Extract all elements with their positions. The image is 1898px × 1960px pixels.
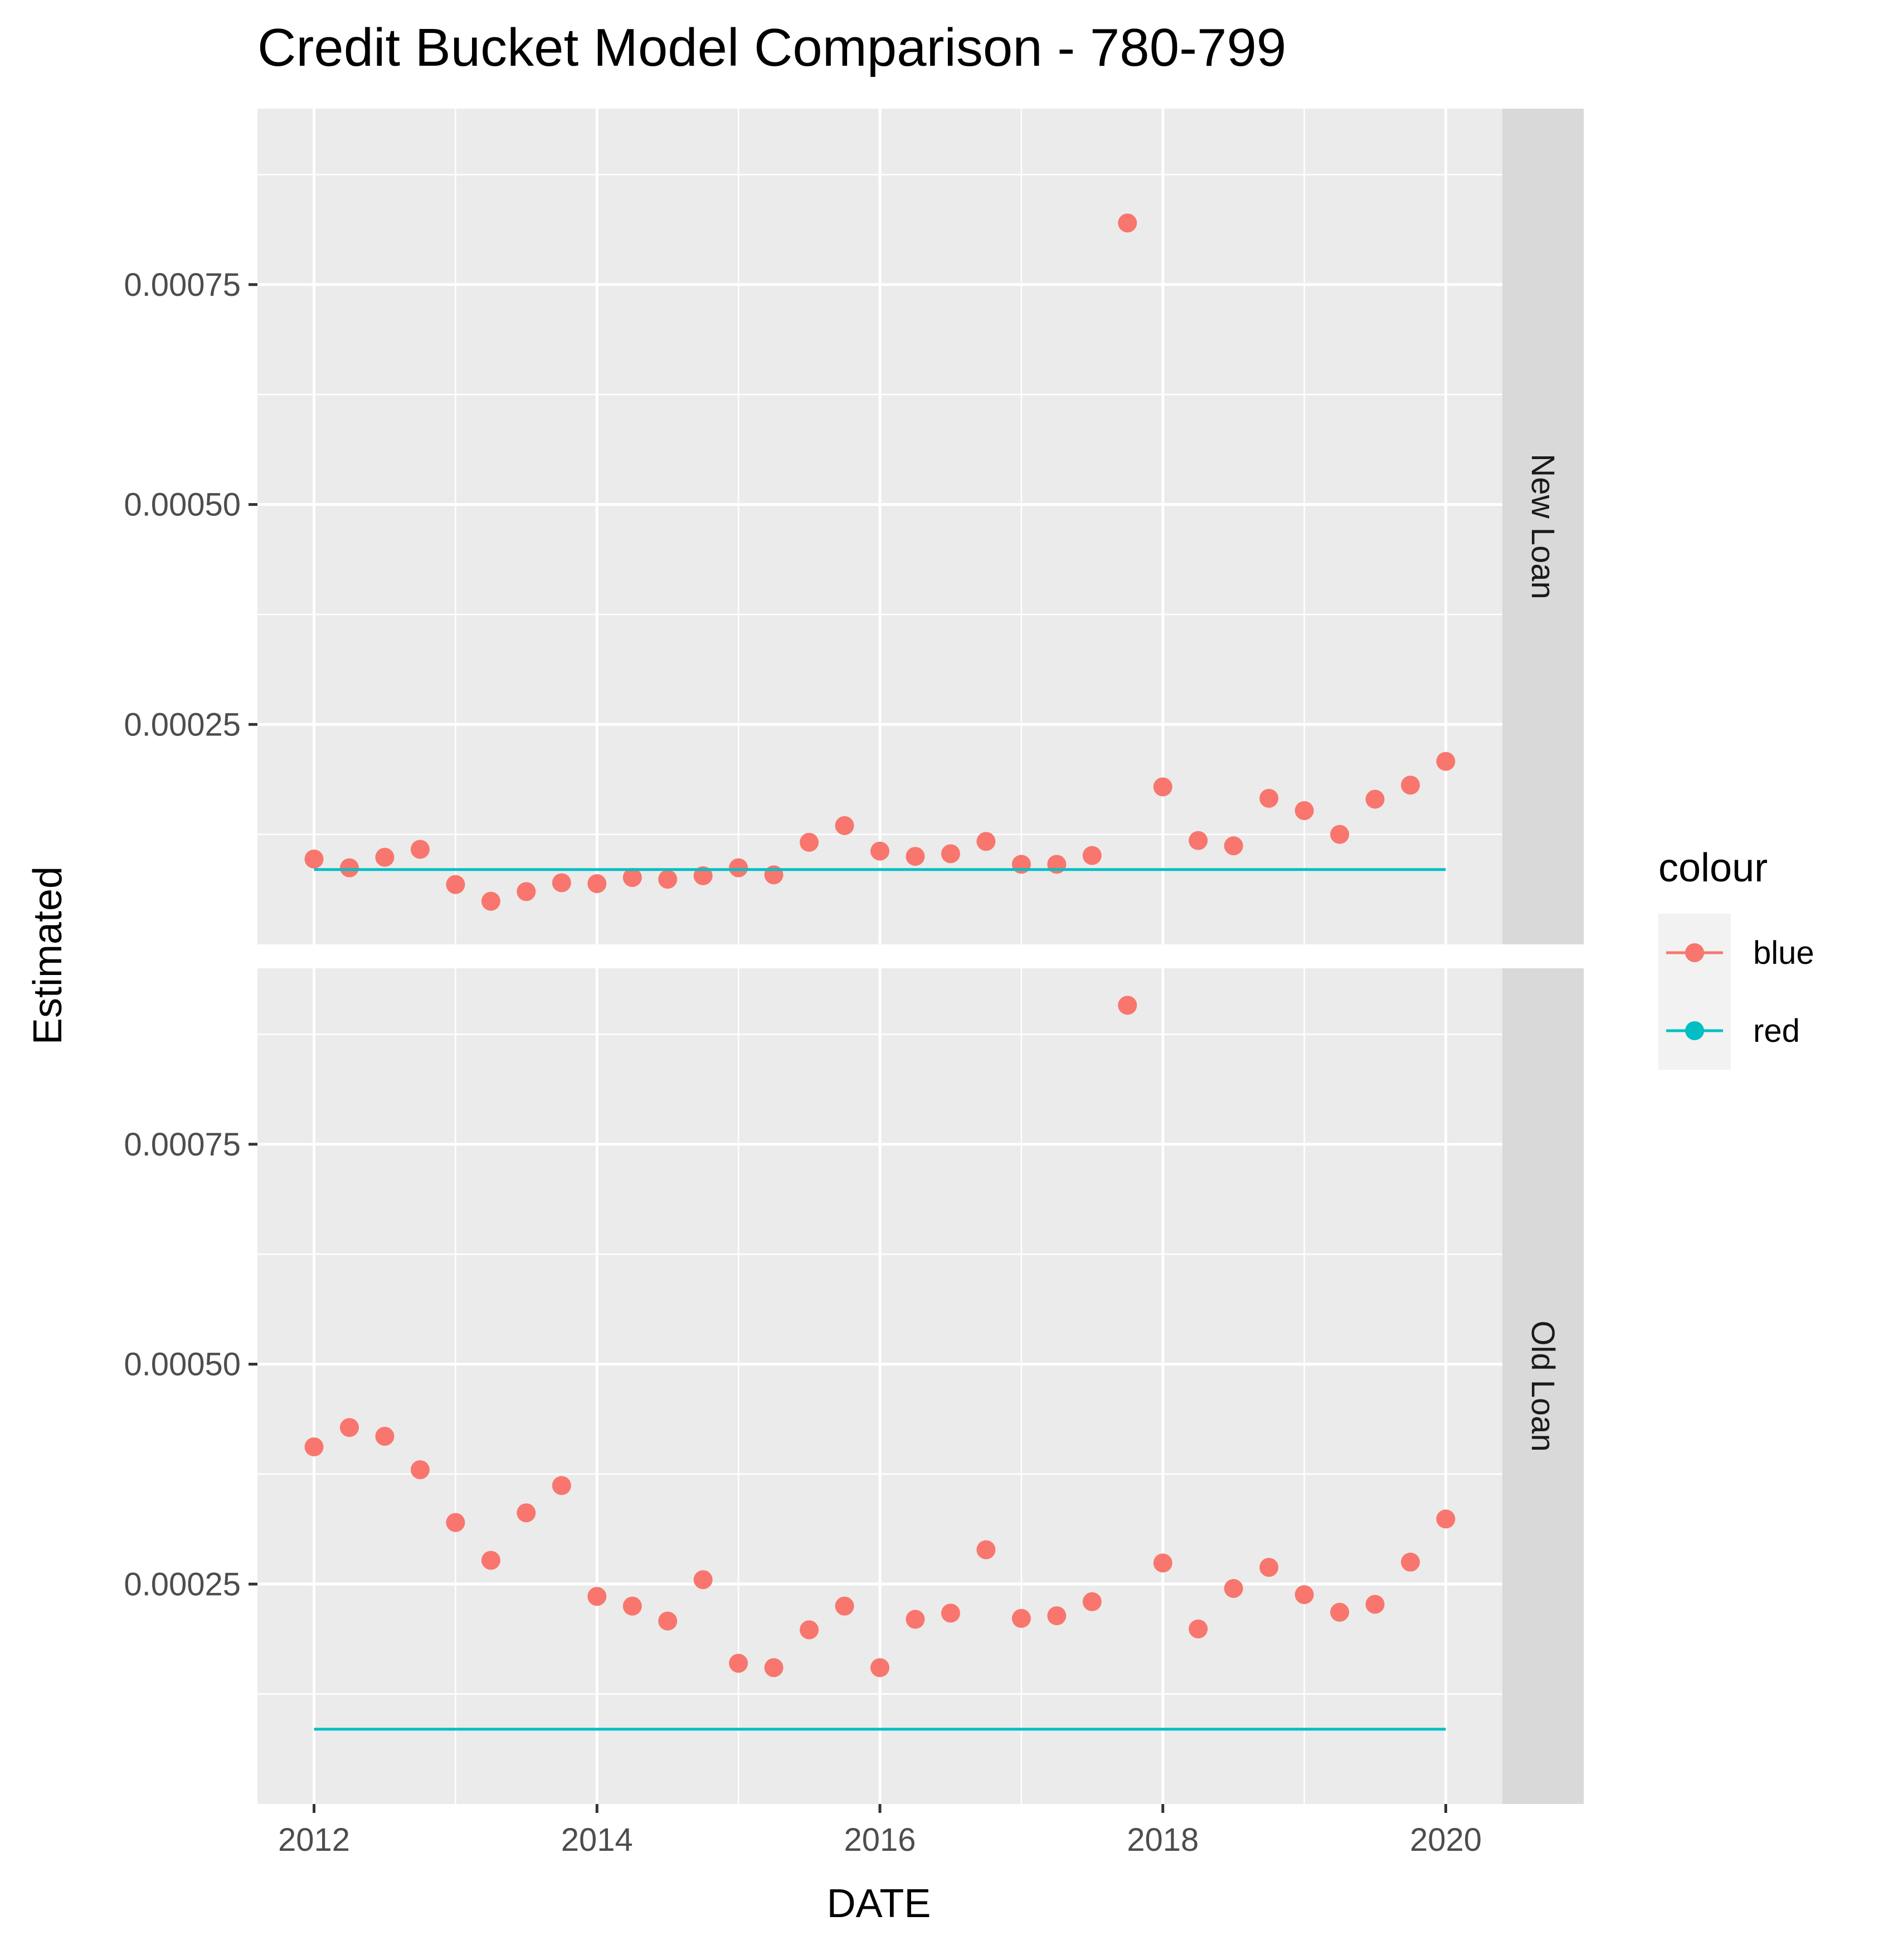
legend-label: blue <box>1753 935 1814 971</box>
data-point-blue <box>729 858 748 877</box>
y-tick-label: 0.00050 <box>124 487 241 523</box>
data-point-blue <box>1189 1619 1208 1639</box>
legend-label: red <box>1753 1013 1800 1049</box>
legend: colour blue red <box>1658 846 1814 1070</box>
data-point-blue <box>340 858 359 877</box>
data-point-blue <box>1330 1602 1350 1622</box>
x-axis-title: DATE <box>827 1881 931 1926</box>
data-point-blue <box>906 847 925 866</box>
data-point-blue <box>587 1587 607 1606</box>
data-point-blue <box>375 847 395 867</box>
facet-strip-label: New Loan <box>1525 454 1561 599</box>
data-point-blue <box>622 1596 642 1616</box>
data-point-blue <box>1082 1592 1102 1611</box>
data-point-blue <box>410 1460 430 1479</box>
data-point-blue <box>1189 831 1208 850</box>
y-tick-label: 0.00025 <box>124 1566 241 1602</box>
data-point-blue <box>1400 1552 1420 1572</box>
y-tick-label: 0.00075 <box>124 1127 241 1163</box>
data-point-blue <box>1153 777 1172 797</box>
data-point-blue <box>1365 789 1385 809</box>
x-tick-label: 2014 <box>561 1822 633 1858</box>
data-point-blue <box>1047 1606 1067 1626</box>
x-tick-label: 2016 <box>844 1822 916 1858</box>
facet-strip <box>1502 968 1584 1804</box>
data-point-blue <box>1259 788 1279 808</box>
data-point-blue <box>1153 1553 1172 1573</box>
data-point-blue <box>375 1427 395 1446</box>
data-point-blue <box>1436 752 1456 771</box>
y-axis-title: Estimated <box>26 866 70 1045</box>
data-point-blue <box>1011 1608 1031 1628</box>
data-point-blue <box>658 1611 678 1631</box>
data-point-blue <box>941 1603 960 1623</box>
data-point-blue <box>729 1654 748 1673</box>
data-point-blue <box>658 870 678 889</box>
data-point-blue <box>552 873 571 893</box>
panel-old-loan: 0.00025 0.00050 0.00075 Old Loan <box>124 968 1584 1804</box>
data-point-blue <box>1365 1595 1385 1614</box>
y-tick-label: 0.00075 <box>124 267 241 303</box>
y-tick-label: 0.00050 <box>124 1347 241 1383</box>
data-point-blue <box>552 1476 571 1495</box>
data-point-blue <box>481 891 500 911</box>
legend-title: colour <box>1658 846 1768 890</box>
data-point-blue <box>1400 776 1420 795</box>
data-point-blue <box>941 844 960 864</box>
chart-title: Credit Bucket Model Comparison - 780-799 <box>257 18 1286 77</box>
x-tick-label: 2012 <box>278 1822 350 1858</box>
data-point-blue <box>1436 1509 1456 1529</box>
x-tick-label: 2020 <box>1410 1822 1482 1858</box>
data-point-blue <box>304 849 324 869</box>
data-point-blue <box>870 1658 889 1678</box>
data-point-blue <box>835 1596 854 1616</box>
legend-key-point <box>1685 1021 1704 1040</box>
data-point-blue <box>1224 836 1243 856</box>
data-point-blue <box>481 1551 500 1570</box>
legend-entry-blue: blue <box>1658 914 1814 992</box>
data-point-blue <box>764 1658 783 1678</box>
data-point-blue <box>693 866 713 885</box>
data-point-blue <box>517 1503 536 1523</box>
legend-key-point <box>1685 943 1704 962</box>
data-point-blue <box>1118 996 1137 1015</box>
data-point-blue <box>1259 1558 1279 1577</box>
data-point-blue <box>446 875 465 894</box>
data-point-blue <box>340 1418 359 1437</box>
data-point-blue <box>800 832 819 852</box>
data-point-blue <box>446 1513 465 1532</box>
data-point-blue <box>976 1540 996 1559</box>
data-point-blue <box>870 841 889 861</box>
data-point-blue <box>517 882 536 901</box>
x-axis: 2012 2014 2016 2018 2020 <box>278 1804 1482 1858</box>
y-tick-label: 0.00025 <box>124 706 241 743</box>
data-point-blue <box>587 874 607 894</box>
data-point-blue <box>410 840 430 859</box>
data-point-blue <box>906 1610 925 1629</box>
x-tick-label: 2018 <box>1127 1822 1199 1858</box>
data-point-blue <box>1294 801 1314 820</box>
facet-strip <box>1502 109 1584 944</box>
data-point-blue <box>622 868 642 887</box>
data-point-blue <box>1330 825 1350 844</box>
data-point-blue <box>693 1570 713 1590</box>
data-point-blue <box>1118 213 1137 233</box>
data-point-blue <box>1224 1579 1243 1598</box>
facet-strip-label: Old Loan <box>1525 1320 1561 1451</box>
data-point-blue <box>976 832 996 851</box>
data-point-blue <box>304 1437 324 1456</box>
data-point-blue <box>835 816 854 835</box>
data-point-blue <box>1082 846 1102 865</box>
data-point-blue <box>800 1620 819 1640</box>
panel-new-loan: 0.00025 0.00050 0.00075 New Loan <box>124 109 1584 944</box>
legend-entry-red: red <box>1658 992 1800 1070</box>
data-point-blue <box>1294 1585 1314 1605</box>
